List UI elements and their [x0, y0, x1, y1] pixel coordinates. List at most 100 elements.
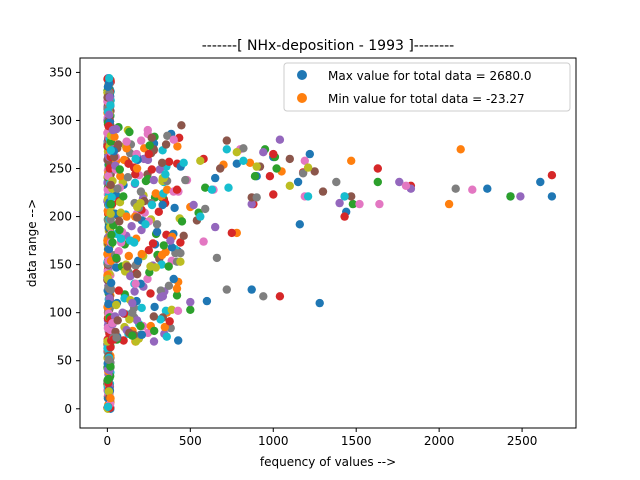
scatter-point — [150, 302, 159, 312]
scatter-point — [173, 306, 183, 315]
scatter-point — [127, 222, 136, 231]
scatter-point — [105, 74, 114, 83]
scatter-point — [186, 297, 195, 307]
scatter-point — [107, 278, 116, 288]
scatter-point — [144, 246, 153, 255]
scatter-point — [157, 158, 167, 167]
scatter-point — [124, 251, 133, 261]
scatter-point — [119, 192, 128, 201]
scatter-point — [305, 149, 314, 159]
scatter-point — [112, 300, 121, 310]
scatter-point — [269, 190, 278, 199]
scatter-point — [159, 241, 168, 250]
scatter-point — [173, 142, 182, 151]
scatter-point — [156, 293, 165, 302]
scatter-point — [456, 145, 465, 154]
scatter-point — [146, 289, 155, 298]
scatter-point — [133, 213, 142, 222]
legend: Max value for total data = 2680.0 Min va… — [283, 62, 571, 112]
scatter-point — [146, 262, 155, 271]
scatter-point — [169, 274, 178, 284]
y-axis: 0 50 100 150 200 250 300 350 — [49, 65, 80, 416]
scatter-point — [167, 305, 176, 314]
scatter-point — [106, 100, 115, 110]
scatter-point — [136, 321, 145, 331]
scatter-point — [259, 148, 268, 157]
scatter-point — [298, 169, 308, 178]
scatter-point — [444, 199, 454, 209]
scatter-point — [373, 164, 382, 173]
scatter-point — [259, 292, 268, 301]
scatter-point — [158, 200, 167, 210]
scatter-point — [340, 212, 349, 221]
scatter-point — [115, 165, 125, 174]
scatter-point — [104, 355, 113, 364]
scatter-point — [147, 133, 156, 142]
scatter-point — [105, 93, 114, 102]
scatter-point — [347, 192, 356, 201]
scatter-point — [149, 312, 158, 321]
scatter-point — [181, 175, 190, 185]
scatter-point — [152, 227, 162, 237]
scatter-point — [247, 199, 256, 209]
y-tick-label: 50 — [57, 354, 72, 368]
scatter-point — [177, 121, 186, 130]
y-axis-label: data range --> — [25, 199, 39, 287]
plot-frame — [79, 57, 577, 429]
scatter-point — [207, 185, 217, 194]
scatter-point — [335, 198, 344, 208]
scatter-point — [202, 296, 212, 306]
scatter-point — [131, 154, 140, 164]
scatter-point — [196, 212, 205, 221]
scatter-point — [201, 183, 210, 192]
scatter-point — [172, 185, 182, 194]
scatter-point — [179, 231, 188, 240]
scatter-point — [147, 165, 156, 174]
legend-label-min: Min value for total data = -23.27 — [328, 92, 525, 106]
scatter-point — [179, 158, 188, 167]
scatter-point — [141, 220, 150, 229]
scatter-point — [161, 140, 171, 149]
scatter-point — [232, 159, 241, 168]
scatter-point — [118, 308, 127, 317]
scatter-point — [332, 177, 341, 187]
scatter-point — [162, 332, 171, 341]
scatter-point — [227, 228, 236, 238]
scatter-point — [155, 165, 164, 174]
scatter-point — [108, 125, 118, 135]
scatter-point — [222, 285, 231, 294]
scatter-point — [285, 154, 294, 164]
scatter-point — [516, 192, 525, 201]
scatter-point — [295, 220, 304, 229]
legend-label-max: Max value for total data = 2680.0 — [328, 69, 531, 83]
scatter-point — [133, 202, 142, 212]
scatter-point — [106, 146, 116, 155]
scatter-point — [123, 262, 132, 271]
y-tick-label: 200 — [49, 210, 72, 224]
scatter-point — [128, 298, 137, 308]
scatter-point — [355, 199, 364, 209]
scatter-point — [451, 184, 460, 193]
scatter-point — [189, 200, 198, 210]
scatter-point — [164, 157, 174, 166]
scatter-point — [252, 193, 261, 202]
legend-marker-max — [297, 70, 307, 80]
scatter-point — [163, 131, 172, 140]
scatter-point — [269, 149, 278, 159]
x-tick-label: 0 — [104, 434, 112, 448]
scatter-point — [125, 236, 135, 245]
x-tick-label: 1000 — [258, 434, 289, 448]
scatter-point — [172, 291, 182, 300]
x-axis: 0 500 1000 1500 2000 2500 — [104, 428, 537, 448]
scatter-point — [116, 172, 125, 181]
scatter-point — [222, 145, 231, 154]
chart-title: -------[ NHx-deposition - 1993 ]-------- — [202, 38, 454, 54]
x-axis-label: fequency of values --> — [260, 455, 396, 469]
scatter-point — [115, 225, 124, 235]
scatter-point — [103, 402, 113, 412]
scatter-point — [176, 238, 185, 247]
scatter-point — [239, 156, 248, 165]
scatter-point — [483, 184, 492, 193]
y-tick-label: 100 — [49, 306, 72, 320]
